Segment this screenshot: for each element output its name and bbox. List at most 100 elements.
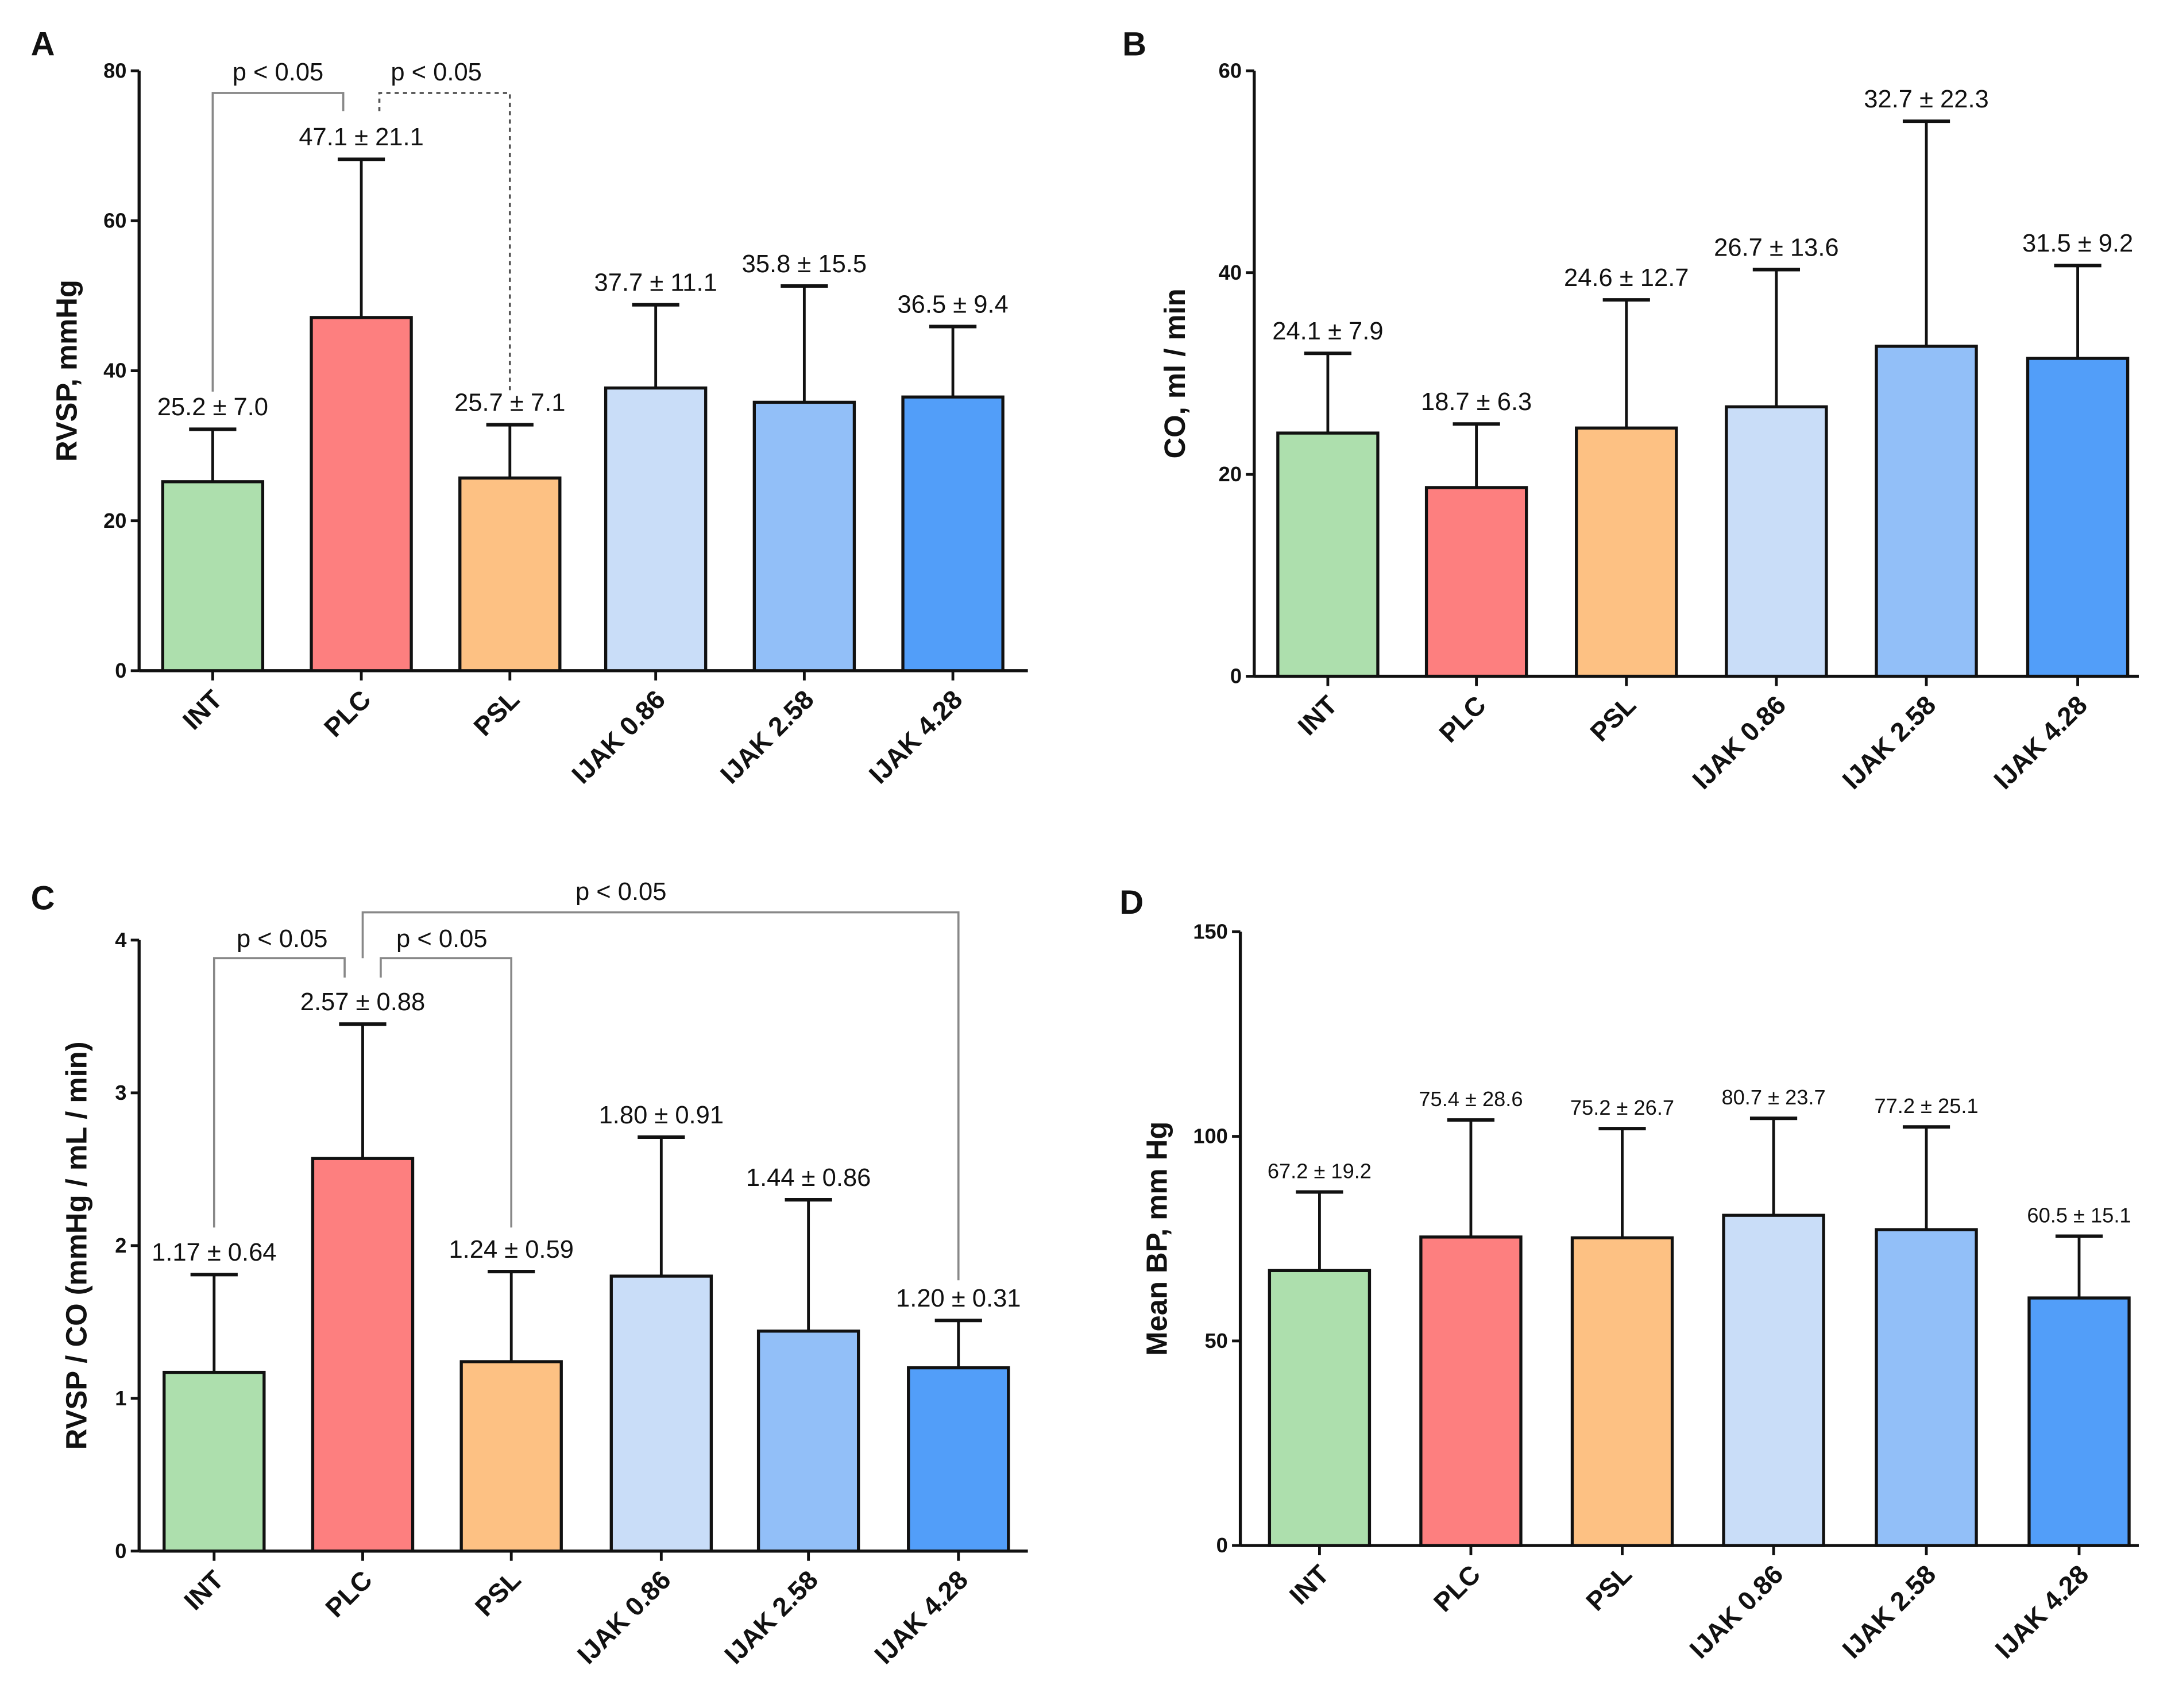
panel-b: B 0 20 40 60 CO, ml / min 24.1 ± 7.9 INT 18.7 ± …: [1122, 26, 2139, 795]
x-tick-label: PLC: [1433, 690, 1492, 748]
y-tick-label: 20: [1219, 462, 1242, 486]
y-axis-label: CO, ml / min: [1158, 288, 1191, 458]
x-tick-label: PSL: [1580, 1559, 1637, 1617]
data-label: 37.7 ± 11.1: [594, 269, 717, 296]
x-tick-label: IJAK 2.58: [1836, 690, 1941, 795]
data-label: 24.6 ± 12.7: [1564, 264, 1689, 292]
data-label: 35.8 ± 15.5: [742, 250, 867, 278]
p-value-label: p < 0.05: [391, 59, 482, 86]
x-tick-label: IJAK 2.58: [718, 1564, 824, 1670]
bar-ijak-2-58: [1875, 345, 1978, 678]
y-tick-label: 60: [103, 209, 126, 233]
bar-ijak-0-86: [604, 386, 708, 673]
bar-ijak-4-28: [901, 395, 1005, 673]
data-label: 31.5 ± 9.2: [2022, 230, 2133, 257]
panel-d: D 0 50 100 150 Mean BP, mm Hg 67.2 ± 19.2 INT 75…: [1119, 884, 2139, 1664]
data-label: 77.2 ± 25.1: [1874, 1094, 1978, 1118]
y-tick-label: 150: [1193, 919, 1227, 943]
p-value-label: p < 0.05: [237, 925, 328, 953]
significance-bracket: [213, 957, 346, 1228]
x-tick-label: IJAK 2.58: [1836, 1559, 1941, 1664]
bar-ijak-4-28: [2026, 357, 2130, 678]
significance-bracket: [211, 92, 345, 392]
y-tick-label: 4: [115, 928, 126, 952]
y-tick-label: 80: [103, 59, 126, 82]
y-tick-label: 0: [1216, 1533, 1228, 1557]
x-tick-label: PSL: [1584, 690, 1641, 747]
x-tick-label: INT: [1292, 690, 1343, 741]
data-label: 75.2 ± 26.7: [1570, 1096, 1674, 1119]
y-tick-label: 40: [1219, 261, 1242, 284]
y-axis-label: RVSP, mmHg: [50, 280, 83, 462]
bar-ijak-2-58: [756, 1330, 860, 1553]
x-tick-label: PLC: [319, 1564, 378, 1623]
panel-label: D: [1119, 884, 1144, 921]
bar-psl: [458, 476, 562, 673]
bar-ijak-0-86: [1722, 1214, 1825, 1547]
bar-plc: [311, 1157, 415, 1553]
bar-int: [161, 480, 265, 673]
x-tick-label: IJAK 4.28: [1989, 1559, 2094, 1664]
data-label: 1.80 ± 0.91: [599, 1102, 724, 1129]
panel-label: B: [1122, 26, 1146, 63]
bar-plc: [310, 316, 413, 673]
bar-psl: [1575, 426, 1678, 678]
bar-plc: [1419, 1235, 1523, 1547]
y-tick-label: 50: [1205, 1329, 1228, 1353]
panel-label: A: [31, 26, 55, 63]
data-label: 26.7 ± 13.6: [1714, 234, 1838, 261]
x-tick-label: INT: [177, 684, 228, 735]
y-tick-label: 1: [115, 1386, 126, 1410]
y-tick-label: 0: [115, 659, 126, 682]
significance-bracket: [380, 957, 513, 1228]
significance-bracket: [361, 911, 960, 1281]
p-value-label: p < 0.05: [233, 59, 324, 86]
bar-int: [1276, 431, 1380, 678]
y-tick-label: 20: [103, 509, 126, 532]
x-tick-label: IJAK 0.86: [566, 684, 671, 789]
x-tick-label: IJAK 4.28: [863, 684, 968, 789]
x-tick-label: INT: [1284, 1559, 1335, 1610]
data-label: 24.1 ± 7.9: [1272, 318, 1383, 345]
y-tick-label: 40: [103, 359, 126, 382]
significance-bracket: [378, 92, 511, 392]
data-label: 75.4 ± 28.6: [1419, 1087, 1523, 1111]
y-axis-label: Mean BP, mm Hg: [1140, 1122, 1173, 1356]
panel-a: A 0 20 40 60 80 RVSP, mmHg 25.2 ± 7.0 INT 47.1 ± …: [31, 26, 1028, 789]
bar-int: [163, 1370, 266, 1553]
bar-ijak-4-28: [907, 1366, 1010, 1553]
p-value-label: p < 0.05: [575, 878, 667, 906]
y-axis-label: RVSP / CO (mmHg / mL / min): [60, 1041, 92, 1450]
data-label: 80.7 ± 23.7: [1721, 1085, 1825, 1109]
y-tick-label: 100: [1193, 1125, 1227, 1148]
bar-psl: [459, 1360, 563, 1553]
data-label: 47.1 ± 21.1: [299, 123, 423, 151]
y-tick-label: 3: [115, 1081, 126, 1104]
p-value-label: p < 0.05: [396, 925, 488, 953]
bar-ijak-2-58: [752, 400, 856, 673]
x-tick-label: IJAK 0.86: [1686, 690, 1791, 795]
data-label: 60.5 ± 15.1: [2027, 1203, 2131, 1227]
panel-c: C 0 1 2 3 4 RVSP / CO (mmHg / mL / min) 1.17 ± …: [31, 878, 1028, 1670]
panel-label: C: [31, 880, 55, 917]
x-tick-label: IJAK 4.28: [868, 1564, 974, 1670]
x-tick-label: PLC: [1428, 1559, 1486, 1618]
x-tick-label: INT: [178, 1564, 229, 1616]
x-tick-label: PLC: [318, 684, 377, 743]
data-label: 25.7 ± 7.1: [454, 389, 565, 416]
x-tick-label: PSL: [468, 684, 525, 741]
data-label: 36.5 ± 9.4: [897, 291, 1008, 318]
x-tick-label: IJAK 4.28: [1988, 690, 2093, 795]
x-tick-label: IJAK 0.86: [1684, 1559, 1789, 1664]
data-label: 1.44 ± 0.86: [746, 1164, 871, 1192]
bar-plc: [1424, 486, 1528, 678]
data-label: 25.2 ± 7.0: [157, 393, 268, 421]
data-label: 2.57 ± 0.88: [300, 988, 425, 1016]
data-label: 18.7 ± 6.3: [1421, 388, 1532, 416]
bar-ijak-0-86: [1725, 405, 1828, 678]
x-tick-label: PSL: [469, 1564, 527, 1622]
data-label: 32.7 ± 22.3: [1864, 86, 1988, 113]
y-tick-label: 60: [1219, 59, 1242, 82]
bar-ijak-0-86: [609, 1274, 713, 1553]
